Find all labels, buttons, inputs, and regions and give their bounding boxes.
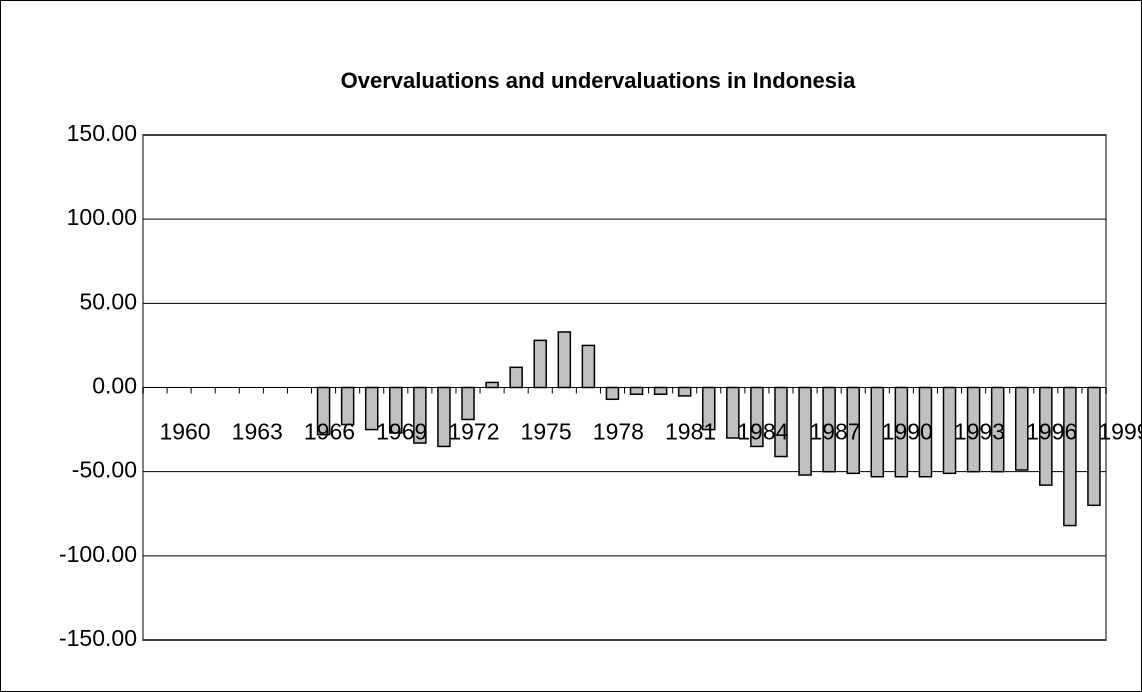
- bar: [990, 386, 1005, 473]
- y-tick-label: -150.00: [59, 625, 137, 651]
- bar: [605, 386, 620, 401]
- bar: [1087, 386, 1101, 507]
- bar: [316, 386, 331, 436]
- y-tick-label: -100.00: [59, 541, 137, 567]
- bar: [364, 386, 379, 431]
- x-tick-label: 1981: [665, 419, 716, 445]
- bar: [557, 331, 572, 389]
- bar: [533, 339, 548, 389]
- bar: [629, 386, 644, 395]
- x-tick-label: 1990: [882, 419, 933, 445]
- x-tick-label: 1963: [232, 419, 283, 445]
- y-tick-label: -50.00: [72, 457, 137, 483]
- bar: [701, 386, 716, 431]
- bar: [726, 386, 740, 439]
- bar: [581, 344, 596, 389]
- x-tick-label: 1999: [1098, 419, 1142, 445]
- y-tick-label: 150.00: [67, 120, 137, 146]
- x-tick-label: 1993: [954, 419, 1005, 445]
- y-tick-label: 50.00: [79, 288, 137, 314]
- bar: [653, 386, 668, 395]
- bar: [774, 386, 788, 458]
- bar: [942, 386, 957, 475]
- x-tick-label: 1984: [737, 419, 788, 445]
- x-tick-label: 1978: [593, 419, 644, 445]
- bar: [389, 386, 403, 434]
- x-tick-label: 1966: [304, 419, 355, 445]
- x-tick-label: 1969: [376, 419, 427, 445]
- bar: [822, 386, 836, 473]
- bar: [677, 386, 692, 397]
- bar: [846, 386, 860, 475]
- bar: [485, 381, 499, 389]
- bar: [966, 386, 981, 473]
- x-tick-label: 1975: [521, 419, 572, 445]
- bar: [413, 386, 427, 444]
- bar: [461, 386, 475, 421]
- bar: [870, 386, 885, 478]
- bar: [798, 386, 812, 476]
- x-tick-label: 1960: [159, 419, 210, 445]
- y-tick-label: 0.00: [92, 373, 137, 399]
- x-tick-label: 1987: [809, 419, 860, 445]
- bar: [750, 386, 764, 448]
- bar: [1014, 386, 1029, 471]
- bar: [1039, 386, 1053, 486]
- bar: [437, 386, 451, 448]
- bar: [894, 386, 909, 478]
- bar: [509, 366, 523, 389]
- x-tick-label: 1996: [1026, 419, 1077, 445]
- y-tick-label: 100.00: [67, 204, 137, 230]
- bar: [340, 386, 355, 426]
- bar: [918, 386, 933, 478]
- bar: [1063, 386, 1077, 527]
- chart-title: Overvaluations and undervaluations in In…: [341, 68, 856, 93]
- x-tick-label: 1972: [448, 419, 499, 445]
